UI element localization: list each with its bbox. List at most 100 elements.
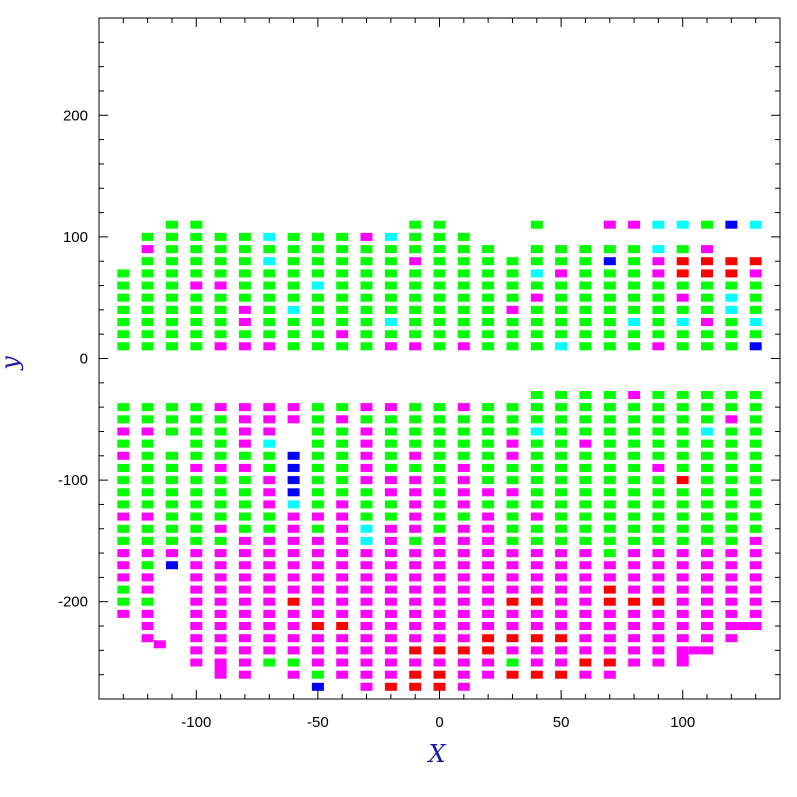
heatmap-cell — [749, 597, 762, 606]
heatmap-cell — [384, 658, 397, 667]
heatmap-cell — [336, 281, 349, 290]
heatmap-cell — [409, 403, 422, 412]
heatmap-cell — [701, 269, 713, 278]
heatmap-cell — [166, 403, 178, 412]
heatmap-cell — [506, 427, 519, 436]
heatmap-cell — [166, 305, 178, 314]
heatmap-cell — [336, 330, 349, 339]
heatmap-cell — [482, 427, 495, 436]
heatmap-cell — [141, 500, 154, 509]
heatmap-cell — [238, 646, 251, 655]
heatmap-cell — [652, 536, 665, 545]
heatmap-cell — [603, 549, 616, 558]
heatmap-cell — [555, 476, 568, 485]
heatmap-cell — [676, 524, 689, 533]
heatmap-cell — [457, 646, 470, 655]
heatmap-cell — [166, 281, 178, 290]
heatmap-cell — [652, 622, 665, 630]
heatmap-cell — [603, 427, 616, 436]
heatmap-cell — [457, 573, 470, 582]
heatmap-cell — [214, 549, 227, 558]
heatmap-cell — [749, 391, 762, 399]
heatmap-cell — [652, 245, 665, 254]
heatmap-cell — [190, 573, 203, 582]
heatmap-cell — [628, 597, 641, 606]
heatmap-cell — [725, 403, 738, 412]
heatmap-cell — [482, 451, 495, 460]
heatmap-cell — [409, 232, 422, 241]
heatmap-cell — [652, 573, 665, 582]
heatmap-cell — [555, 439, 568, 448]
heatmap-cell — [555, 293, 568, 302]
heatmap-cell — [579, 293, 592, 302]
heatmap-cell — [409, 670, 422, 679]
heatmap-cell — [238, 439, 251, 448]
heatmap-cell — [749, 512, 762, 521]
heatmap-cell — [287, 245, 300, 254]
heatmap-cell — [141, 451, 154, 460]
heatmap-cell — [579, 281, 592, 290]
heatmap-cell — [701, 500, 713, 509]
heatmap-cell — [117, 269, 130, 278]
heatmap-cell — [384, 488, 397, 497]
heatmap-cell — [725, 415, 738, 424]
heatmap-cell — [555, 427, 568, 436]
heatmap-cell — [409, 561, 422, 570]
heatmap-cell — [749, 427, 762, 436]
heatmap-cell — [238, 561, 251, 570]
heatmap-cell — [360, 342, 373, 351]
heatmap-cell — [263, 585, 276, 594]
heatmap-cell — [433, 585, 446, 594]
heatmap-cell — [263, 597, 276, 606]
heatmap-cell — [701, 293, 713, 302]
heatmap-cell — [676, 476, 689, 485]
heatmap-cell — [482, 585, 495, 594]
heatmap-cell — [482, 330, 495, 339]
heatmap-cell — [749, 609, 762, 618]
heatmap-cell — [141, 524, 154, 533]
heatmap-cell — [482, 609, 495, 618]
heatmap-cell — [530, 391, 543, 399]
heatmap-cell — [360, 281, 373, 290]
heatmap-cell — [141, 257, 154, 266]
heatmap-cell — [579, 512, 592, 521]
heatmap-cell — [482, 561, 495, 570]
heatmap-cell — [263, 561, 276, 570]
heatmap-cell — [725, 536, 738, 545]
heatmap-cell — [749, 281, 762, 290]
heatmap-cell — [555, 257, 568, 266]
heatmap-cell — [579, 634, 592, 643]
heatmap-cell — [457, 658, 470, 667]
heatmap-cell — [579, 269, 592, 278]
heatmap-cell — [433, 342, 446, 351]
heatmap-cell — [433, 549, 446, 558]
heatmap-cell — [287, 585, 300, 594]
heatmap-cell — [506, 488, 519, 497]
heatmap-cell — [384, 403, 397, 412]
heatmap-cell — [214, 597, 227, 606]
heatmap-cell — [506, 524, 519, 533]
heatmap-cell — [263, 439, 276, 448]
heatmap-cell — [360, 439, 373, 448]
heatmap-cell — [311, 293, 324, 302]
heatmap-cell — [652, 512, 665, 521]
heatmap-cell — [190, 488, 203, 497]
heatmap-cell — [701, 257, 713, 266]
heatmap-cell — [628, 403, 641, 412]
heatmap-cell — [214, 476, 227, 485]
heatmap-cell — [579, 245, 592, 254]
heatmap-cell — [336, 451, 349, 460]
y-tick-labels: -200 -100 0 100 200 — [58, 107, 88, 610]
heatmap-cell — [263, 476, 276, 485]
x-axis-title: X — [426, 740, 446, 768]
heatmap-cell — [384, 561, 397, 570]
heatmap-cell — [652, 646, 665, 655]
heatmap-cell — [141, 439, 154, 448]
heatmap-cell — [555, 391, 568, 399]
heatmap-cell — [409, 622, 422, 630]
heatmap-cell — [603, 293, 616, 302]
heatmap-cell — [628, 488, 641, 497]
heatmap-cell — [238, 500, 251, 509]
heatmap-cell — [482, 245, 495, 254]
heatmap-cell — [117, 549, 130, 558]
